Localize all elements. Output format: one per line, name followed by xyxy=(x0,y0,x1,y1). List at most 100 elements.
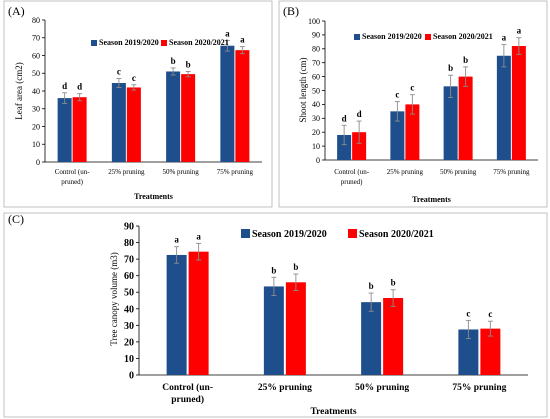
y-tick-label: 20 xyxy=(32,122,40,131)
y-tick-label: 0 xyxy=(36,158,40,167)
y-tick-label: 20 xyxy=(124,337,134,348)
significance-letter: d xyxy=(357,109,362,119)
x-tick-label: 75% pruning xyxy=(452,383,506,393)
significance-letter: b xyxy=(293,262,298,272)
x-tick-label: 25% pruning xyxy=(108,168,145,176)
significance-letter: a xyxy=(196,231,201,241)
y-tick-label: 10 xyxy=(32,140,40,149)
y-tick-label: 30 xyxy=(312,114,320,123)
y-axis-title: Tree canopy volume (m3) xyxy=(109,252,119,345)
y-tick-label: 50 xyxy=(312,86,320,95)
bar xyxy=(337,134,352,160)
significance-letter: a xyxy=(225,28,230,38)
x-tick-label: 50% pruning xyxy=(440,168,477,176)
bar xyxy=(220,45,235,162)
significance-letter: c xyxy=(117,67,121,77)
significance-letter: b xyxy=(171,56,176,66)
legend-swatch xyxy=(161,40,167,46)
x-axis-title: Treatments xyxy=(134,192,173,201)
legend-swatch xyxy=(91,40,97,46)
x-tick-label: 25% pruning xyxy=(387,168,424,176)
bar xyxy=(496,55,511,160)
bar xyxy=(72,97,87,162)
y-tick-label: 70 xyxy=(124,255,134,266)
bar xyxy=(126,87,141,162)
y-tick-label: 90 xyxy=(124,222,134,233)
bar xyxy=(390,111,405,160)
bar xyxy=(263,286,284,375)
significance-letter: c xyxy=(488,309,492,319)
bar xyxy=(188,251,209,375)
y-tick-label: 80 xyxy=(32,16,40,25)
panel-b-frame xyxy=(278,0,548,208)
x-tick-label: Control (un- xyxy=(162,382,213,393)
y-tick-label: 10 xyxy=(312,142,320,151)
bar xyxy=(166,71,181,162)
y-tick-label: 60 xyxy=(32,51,40,60)
x-tick-label: 50% pruning xyxy=(162,168,199,176)
legend-swatch xyxy=(354,34,360,40)
bar xyxy=(235,50,250,162)
x-tick-label: pruned) xyxy=(171,394,204,405)
legend-label: Season 2020/2021 xyxy=(433,32,493,41)
x-tick-label: pruned) xyxy=(341,178,363,186)
bar xyxy=(443,86,458,160)
x-axis-title: Treatments xyxy=(310,407,356,417)
y-tick-label: 70 xyxy=(32,34,40,43)
bar xyxy=(405,104,420,160)
panel-a-frame xyxy=(3,0,273,208)
y-tick-label: 50 xyxy=(32,69,40,78)
y-tick-label: 50 xyxy=(124,288,134,299)
bar xyxy=(111,83,126,162)
panel-b: (B) 0 10 20 30 40 50 60 70 80 90 100 d d Control (un-… xyxy=(278,0,548,208)
significance-letter: c xyxy=(132,73,136,83)
bar xyxy=(458,329,479,375)
y-tick-label: 30 xyxy=(124,321,134,332)
y-axis-title: Shoot length (cm) xyxy=(298,58,308,123)
significance-letter: d xyxy=(77,82,82,92)
legend-label: Season 2020/2021 xyxy=(359,229,434,240)
x-tick-label: 25% pruning xyxy=(258,383,312,393)
y-tick-label: 90 xyxy=(312,31,320,40)
significance-letter: a xyxy=(502,33,507,43)
significance-letter: d xyxy=(342,113,347,123)
panel-c-frame xyxy=(3,212,548,418)
x-tick-label: Control (un- xyxy=(334,168,369,176)
significance-letter: b xyxy=(271,265,276,275)
significance-letter: b xyxy=(391,278,396,288)
legend-swatch xyxy=(348,229,357,238)
significance-letter: b xyxy=(448,63,453,73)
y-axis-title: Leaf area (cm2) xyxy=(14,62,24,119)
y-tick-label: 0 xyxy=(129,371,134,382)
panel-a-label: (A) xyxy=(8,4,25,18)
y-tick-label: 70 xyxy=(312,59,320,68)
panel-a: (A) 0 10 20 30 40 50 60 70 80 d d Control (un-prune… xyxy=(3,0,273,208)
bar xyxy=(511,46,526,160)
bar xyxy=(166,254,187,375)
bar xyxy=(480,328,501,375)
significance-letter: c xyxy=(466,308,470,318)
y-tick-label: 80 xyxy=(312,45,320,54)
x-tick-label: Control (un- xyxy=(55,168,90,176)
y-tick-label: 40 xyxy=(32,87,40,96)
significance-letter: b xyxy=(369,281,374,291)
bar xyxy=(57,98,72,162)
bar xyxy=(383,298,404,375)
x-tick-label: 75% pruning xyxy=(493,168,530,176)
bar xyxy=(352,132,367,160)
significance-letter: c xyxy=(395,90,399,100)
legend-label: Season 2020/2021 xyxy=(169,38,229,47)
panel-b-label: (B) xyxy=(283,4,299,18)
legend-label: Season 2019/2020 xyxy=(252,229,327,240)
y-tick-label: 100 xyxy=(308,17,320,26)
y-tick-label: 0 xyxy=(316,156,320,165)
y-tick-label: 80 xyxy=(124,238,134,249)
y-tick-label: 20 xyxy=(312,128,320,137)
x-tick-label: 75% pruning xyxy=(217,168,254,176)
legend-swatch xyxy=(425,34,431,40)
significance-letter: a xyxy=(240,35,245,45)
y-tick-label: 40 xyxy=(124,304,134,315)
significance-letter: d xyxy=(62,81,67,91)
panel-c: (C) 0 10 20 30 40 50 60 70 80 90 a a Control (un-pru… xyxy=(3,212,548,418)
